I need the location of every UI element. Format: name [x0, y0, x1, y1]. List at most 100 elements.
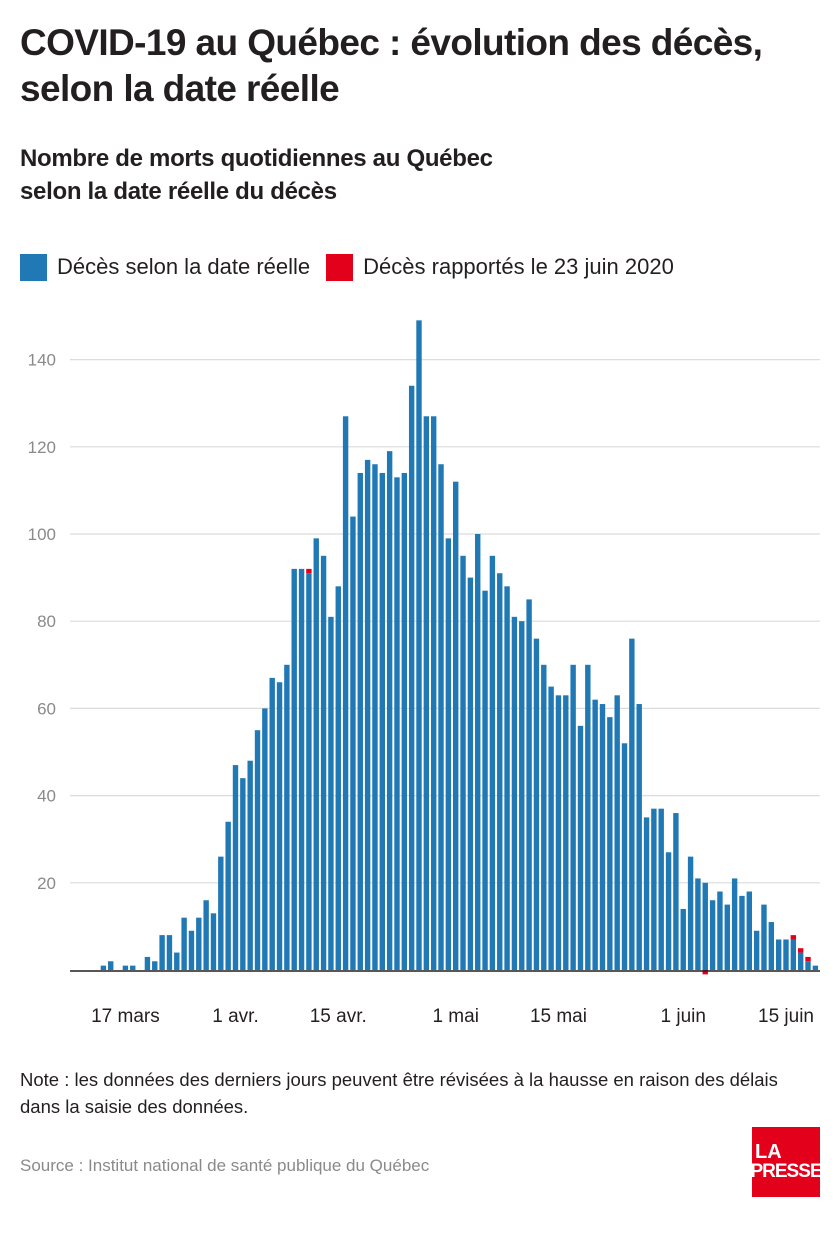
bar-real-date: [210, 913, 217, 970]
bar-reported: [790, 935, 797, 940]
bar-real-date: [350, 516, 356, 970]
y-tick-label: 100: [28, 525, 56, 544]
bar-real-date: [511, 616, 518, 970]
chart-bars: [100, 320, 819, 975]
bar-real-date: [181, 917, 187, 970]
bar-real-date: [497, 573, 503, 970]
bar-real-date: [401, 472, 408, 970]
bar-real-date: [665, 852, 672, 970]
bar-real-date: [541, 664, 547, 970]
bar-real-date: [467, 577, 474, 970]
bar-real-date: [269, 677, 275, 970]
bar-real-date: [768, 922, 775, 970]
chart-legend: Décès selon la date réelle Décès rapport…: [20, 252, 690, 282]
bar-real-date: [225, 821, 231, 970]
bar-real-date: [724, 904, 730, 970]
bar-real-date: [702, 882, 708, 970]
bar-real-date: [306, 573, 312, 970]
bar-real-date: [636, 704, 642, 970]
bar-real-date: [570, 664, 576, 970]
subtitle-line-2: selon la date réelle du décès: [20, 178, 337, 205]
bar-real-date: [166, 935, 173, 970]
bar-real-date: [592, 699, 598, 970]
bar-real-date: [364, 459, 371, 970]
y-tick-label: 120: [28, 438, 56, 457]
bar-real-date: [746, 891, 752, 970]
bar-real-date: [394, 477, 400, 970]
bar-real-date: [159, 935, 165, 970]
bar-real-date: [108, 961, 114, 970]
bar-real-date: [328, 616, 334, 970]
bar-real-date: [548, 686, 554, 970]
chart-title: COVID-19 au Québec : évolution des décès…: [20, 22, 763, 109]
bar-reported: [797, 948, 804, 953]
x-tick-label: 17 mars: [91, 1006, 160, 1027]
chart-subtitle: Nombre de morts quotidiennes au Québec s…: [20, 142, 830, 208]
bar-real-date: [629, 638, 635, 970]
x-tick-label: 15 juin: [758, 1006, 814, 1027]
bar-real-date: [203, 900, 209, 970]
legend-label-real-date: Décès selon la date réelle: [57, 254, 311, 279]
bar-real-date: [761, 904, 767, 970]
bar-real-date: [320, 555, 327, 970]
logo-line-2: PRESSE: [750, 1161, 822, 1182]
bar-real-date: [430, 416, 437, 970]
bar-real-date: [680, 908, 686, 970]
legend-label-reported: Décès rapportés le 23 juin 2020: [363, 254, 674, 279]
bar-real-date: [555, 695, 562, 970]
bar-real-date: [408, 385, 415, 970]
bar-real-date: [445, 538, 452, 970]
bar-real-date: [805, 961, 811, 970]
x-tick-label: 15 avr.: [310, 1006, 367, 1027]
bar-real-date: [621, 743, 628, 970]
bar-real-date: [386, 451, 393, 970]
bar-real-date: [563, 695, 569, 970]
y-tick-label: 60: [37, 699, 56, 718]
bar-real-date: [585, 664, 591, 970]
bar-real-date: [453, 481, 459, 970]
y-tick-label: 140: [28, 351, 56, 370]
bar-real-date: [372, 464, 378, 970]
bar-real-date: [416, 320, 422, 970]
x-tick-label: 1 juin: [661, 1006, 706, 1027]
bar-real-date: [643, 817, 650, 970]
bar-real-date: [284, 664, 290, 970]
bar-real-date: [504, 586, 510, 970]
bar-real-date: [673, 813, 679, 970]
bar-real-date: [100, 965, 107, 970]
bar-real-date: [247, 760, 253, 970]
bar-real-date: [152, 961, 158, 970]
bar-real-date: [196, 917, 202, 970]
bar-real-date: [460, 555, 466, 970]
bar-reported: [306, 568, 312, 574]
x-tick-label: 1 avr.: [212, 1006, 258, 1027]
legend-item-real-date: Décès selon la date réelle: [20, 253, 311, 281]
la-presse-logo: LA PRESSE: [750, 1127, 823, 1197]
legend-item-reported: Décès rapportés le 23 juin 2020: [326, 253, 674, 281]
bar-real-date: [709, 900, 716, 970]
bar-real-date: [717, 891, 723, 970]
bar-real-date: [130, 965, 136, 970]
subtitle-line-1: Nombre de morts quotidiennes au Québec: [20, 145, 493, 172]
bar-real-date: [232, 765, 239, 970]
bar-real-date: [357, 472, 363, 970]
bar-chart: 20 40 60 80 100 120 140 17 mars 1 avr. 15 avr. 1 …: [28, 320, 820, 1027]
bar-real-date: [658, 808, 664, 970]
bar-real-date: [188, 930, 195, 970]
bar-reported: [805, 956, 811, 962]
bar-real-date: [797, 952, 804, 970]
chart-gridlines: [70, 358, 820, 884]
bar-real-date: [482, 590, 488, 970]
chart-note: Note : les données des derniers jours pe…: [20, 1069, 778, 1117]
bar-real-date: [262, 708, 268, 970]
bar-real-date: [379, 472, 385, 970]
y-tick-label: 80: [37, 612, 56, 631]
bar-real-date: [423, 416, 430, 970]
bar-real-date: [775, 939, 782, 970]
bar-real-date: [254, 730, 261, 970]
bar-real-date: [122, 965, 129, 970]
bar-real-date: [533, 638, 540, 970]
logo-line-1: LA: [755, 1141, 782, 1163]
bar-real-date: [607, 717, 613, 970]
bar-real-date: [614, 695, 620, 970]
